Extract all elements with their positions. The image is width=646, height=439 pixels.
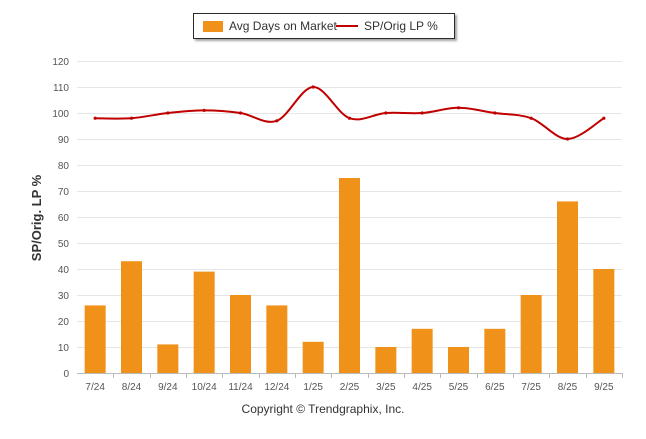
line-point <box>565 137 570 141</box>
y-tick-label: 120 <box>52 57 69 68</box>
y-tick-label: 90 <box>58 135 70 146</box>
line-point <box>347 116 352 120</box>
y-tick-label: 10 <box>58 343 70 354</box>
x-tick-label: 1/25 <box>303 382 323 393</box>
line-point <box>456 106 461 110</box>
x-tick-label: 10/24 <box>192 382 217 393</box>
legend-bar-swatch <box>203 21 223 32</box>
legend: Avg Days on Market SP/Orig LP % <box>193 13 455 39</box>
y-tick-label: 110 <box>53 83 69 94</box>
x-tick-label: 3/25 <box>376 382 396 393</box>
bar-series <box>84 178 615 373</box>
line-point <box>129 116 134 120</box>
y-axis-title: SP/Orig. LP % <box>29 174 44 261</box>
y-tick-label: 80 <box>58 161 70 172</box>
x-tick-label: 7/25 <box>521 382 541 393</box>
bar <box>121 261 142 373</box>
line-series <box>93 85 606 141</box>
x-tick-label: 8/25 <box>558 382 578 393</box>
y-axis-ticks: 0 10 20 30 40 50 60 70 80 90 100 110 120 <box>52 57 69 380</box>
x-tick-label: 12/24 <box>264 382 289 393</box>
x-axis-ticks: 7/24 8/24 9/24 10/24 11/24 12/24 1/25 2/25 3/25 4… <box>85 373 623 393</box>
y-tick-label: 50 <box>58 239 70 250</box>
legend-line-swatch <box>336 25 358 27</box>
y-tick-label: 70 <box>58 187 70 198</box>
bar <box>448 347 469 373</box>
y-tick-label: 30 <box>58 291 70 302</box>
x-tick-label: 5/25 <box>449 382 469 393</box>
bar <box>84 305 106 373</box>
line-point <box>420 111 424 115</box>
line-point <box>602 116 606 120</box>
bar <box>557 201 578 373</box>
bar <box>484 328 506 373</box>
line-point <box>384 111 388 115</box>
line-path <box>95 85 605 141</box>
x-tick-label: 9/24 <box>158 382 178 393</box>
bar <box>157 344 179 373</box>
x-tick-label: 9/25 <box>594 382 614 393</box>
line-point <box>166 111 170 115</box>
y-tick-label: 60 <box>58 213 70 224</box>
y-tick-label: 20 <box>58 317 70 328</box>
y-tick-label: 0 <box>63 369 69 380</box>
bar <box>302 341 324 373</box>
bar <box>411 328 433 373</box>
x-tick-label: 4/25 <box>412 382 432 393</box>
bar <box>593 269 615 373</box>
line-point <box>493 111 497 115</box>
x-tick-label: 11/24 <box>228 382 253 393</box>
bar <box>520 295 542 373</box>
line-point <box>238 111 243 115</box>
bar <box>339 178 360 373</box>
x-tick-label: 6/25 <box>485 382 505 393</box>
bar <box>375 347 397 373</box>
x-tick-label: 2/25 <box>340 382 360 393</box>
bar <box>193 271 215 373</box>
y-tick-label: 100 <box>52 109 69 120</box>
x-tick-label: 7/24 <box>85 382 105 393</box>
bar <box>230 295 251 373</box>
line-point <box>275 119 279 123</box>
line-point <box>93 116 97 120</box>
y-tick-label: 40 <box>58 265 70 276</box>
copyright-text: Copyright © Trendgraphix, Inc. <box>241 402 405 416</box>
line-point <box>311 85 315 89</box>
line-point <box>529 116 533 120</box>
legend-bar-label: Avg Days on Market <box>229 19 337 33</box>
x-tick-label: 8/24 <box>122 382 142 393</box>
line-point <box>202 108 206 112</box>
legend-line-label: SP/Orig LP % <box>364 19 438 33</box>
bar <box>266 305 288 373</box>
